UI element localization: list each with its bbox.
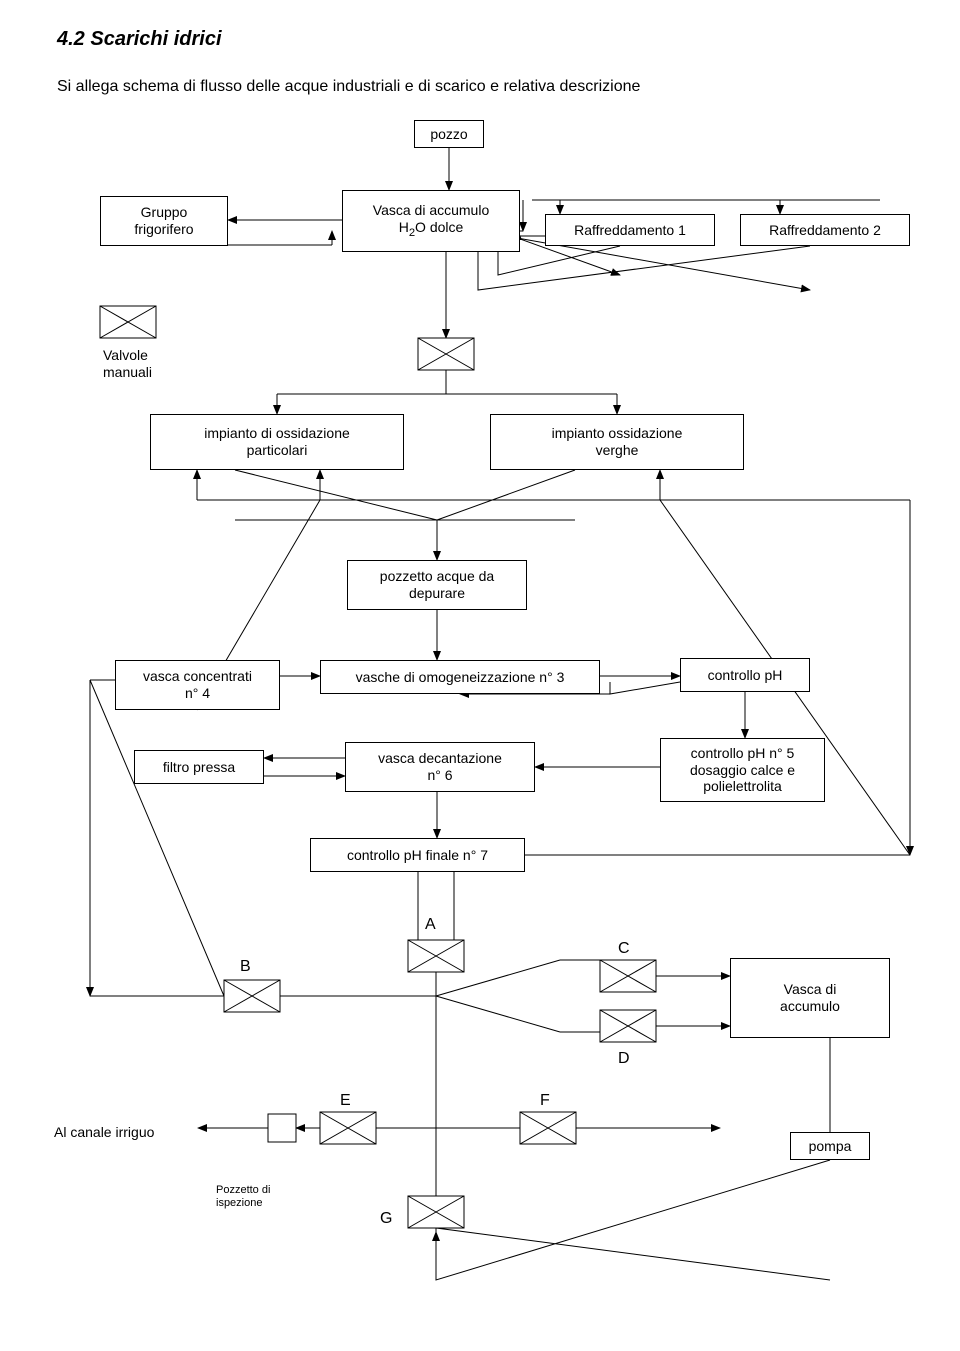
letter-G: G <box>380 1210 392 1228</box>
valve-v_G <box>408 1196 464 1228</box>
node-ctrl_ph5: controllo pH n° 5dosaggio calce epoliele… <box>660 738 825 802</box>
node-pozzo: pozzo <box>414 120 484 148</box>
node-filtro: filtro pressa <box>134 750 264 784</box>
letter-A: A <box>425 916 436 934</box>
node-pozzetto: pozzetto acque dadepurare <box>347 560 527 610</box>
node-raff1: Raffreddamento 1 <box>545 214 715 246</box>
node-ctrl_ph: controllo pH <box>680 658 810 692</box>
valve-v_D <box>600 1010 656 1042</box>
node-canale: Al canale irriguo <box>48 1120 198 1145</box>
letter-D: D <box>618 1050 630 1068</box>
letter-E: E <box>340 1092 351 1110</box>
node-pompa: pompa <box>790 1132 870 1160</box>
letter-C: C <box>618 940 630 958</box>
node-raff2: Raffreddamento 2 <box>740 214 910 246</box>
node-gruppo: Gruppofrigorifero <box>100 196 228 246</box>
valve-v_center <box>418 338 474 370</box>
valve-v_legend <box>100 306 156 338</box>
valve-v_E <box>320 1112 376 1144</box>
node-decant: vasca decantazionen° 6 <box>345 742 535 792</box>
node-pozzetto_isp: Pozzetto diispezione <box>210 1180 300 1214</box>
node-ctrl_ph_fin: controllo pH finale n° 7 <box>310 838 525 872</box>
section-subtitle: Si allega schema di flusso delle acque i… <box>57 78 640 96</box>
node-concentrati: vasca concentratin° 4 <box>115 660 280 710</box>
letter-F: F <box>540 1092 550 1110</box>
valve-v_B <box>224 980 280 1012</box>
node-valvole: Valvolemanuali <box>97 344 177 384</box>
node-vasca_acc: Vasca di accumuloH2O dolce <box>342 190 520 252</box>
node-ossid_part: impianto di ossidazioneparticolari <box>150 414 404 470</box>
node-ossid_verghe: impianto ossidazioneverghe <box>490 414 744 470</box>
valve-v_A <box>408 940 464 972</box>
valve-v_C <box>600 960 656 992</box>
letter-B: B <box>240 958 251 976</box>
node-omogen: vasche di omogeneizzazione n° 3 <box>320 660 600 694</box>
valve-v_F <box>520 1112 576 1144</box>
node-vasca_acc2: Vasca diaccumulo <box>730 958 890 1038</box>
section-title: 4.2 Scarichi idrici <box>57 28 222 51</box>
